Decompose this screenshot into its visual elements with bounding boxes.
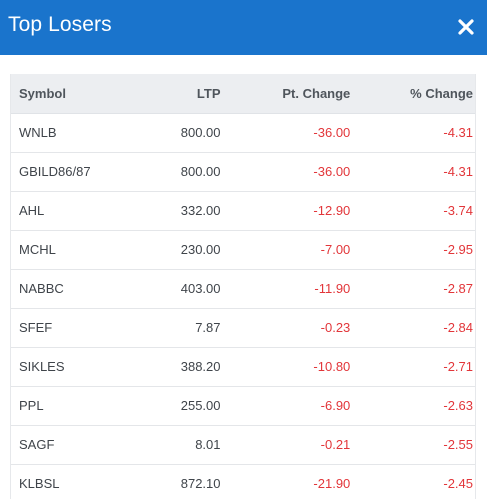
- pct-change-cell: -4.31: [350, 113, 475, 153]
- ltp-cell: 872.10: [114, 464, 221, 499]
- pt-change-cell: -36.00: [220, 152, 351, 192]
- modal-title: Top Losers: [8, 13, 112, 36]
- ltp-cell: 403.00: [114, 269, 221, 309]
- column-header-pt-change[interactable]: Pt. Change: [220, 74, 351, 114]
- pt-change-cell: -6.90: [220, 386, 351, 426]
- symbol-cell[interactable]: MCHL: [11, 230, 115, 270]
- pct-change-cell: -2.55: [350, 425, 475, 465]
- pt-change-cell: -11.90: [220, 269, 351, 309]
- symbol-cell[interactable]: NABBC: [11, 269, 115, 309]
- symbol-cell[interactable]: KLBSL: [11, 464, 115, 499]
- pct-change-cell: -3.74: [350, 191, 475, 231]
- pt-change-cell: -36.00: [220, 113, 351, 153]
- ltp-cell: 800.00: [114, 113, 221, 153]
- ltp-cell: 230.00: [114, 230, 221, 270]
- symbol-cell[interactable]: AHL: [11, 191, 115, 231]
- pct-change-cell: -2.71: [350, 347, 475, 387]
- symbol-cell[interactable]: PPL: [11, 386, 115, 426]
- pt-change-cell: -0.23: [220, 308, 351, 348]
- table-row[interactable]: SAGF 8.01 -0.21 -2.55: [11, 425, 475, 465]
- pct-change-cell: -4.31: [350, 152, 475, 192]
- pct-change-cell: -2.63: [350, 386, 475, 426]
- pct-change-cell: -2.87: [350, 269, 475, 309]
- table-row[interactable]: PPL 255.00 -6.90 -2.63: [11, 386, 475, 426]
- ltp-cell: 388.20: [114, 347, 221, 387]
- pt-change-cell: -7.00: [220, 230, 351, 270]
- symbol-cell[interactable]: SFEF: [11, 308, 115, 348]
- table-row[interactable]: KLBSL 872.10 -21.90 -2.45: [11, 464, 475, 499]
- ltp-cell: 7.87: [114, 308, 221, 348]
- ltp-cell: 332.00: [114, 191, 221, 231]
- table-row[interactable]: GBILD86/87 800.00 -36.00 -4.31: [11, 152, 475, 192]
- symbol-cell[interactable]: SAGF: [11, 425, 115, 465]
- table-header-row: Symbol LTP Pt. Change % Change: [11, 74, 475, 114]
- losers-table-container: Symbol LTP Pt. Change % Change WNLB 800.0…: [10, 74, 476, 499]
- ltp-cell: 800.00: [114, 152, 221, 192]
- column-header-pct-change[interactable]: % Change: [350, 74, 475, 114]
- table-row[interactable]: WNLB 800.00 -36.00 -4.31: [11, 113, 475, 153]
- ltp-cell: 8.01: [114, 425, 221, 465]
- pt-change-cell: -21.90: [220, 464, 351, 499]
- pt-change-cell: -12.90: [220, 191, 351, 231]
- table-row[interactable]: SFEF 7.87 -0.23 -2.84: [11, 308, 475, 348]
- table-row[interactable]: SIKLES 388.20 -10.80 -2.71: [11, 347, 475, 387]
- close-icon[interactable]: [457, 18, 475, 36]
- ltp-cell: 255.00: [114, 386, 221, 426]
- losers-table: Symbol LTP Pt. Change % Change WNLB 800.0…: [11, 74, 475, 499]
- column-header-symbol[interactable]: Symbol: [11, 74, 115, 114]
- pct-change-cell: -2.95: [350, 230, 475, 270]
- table-row[interactable]: MCHL 230.00 -7.00 -2.95: [11, 230, 475, 270]
- modal-header: Top Losers: [0, 0, 487, 55]
- symbol-cell[interactable]: SIKLES: [11, 347, 115, 387]
- pct-change-cell: -2.84: [350, 308, 475, 348]
- symbol-cell[interactable]: GBILD86/87: [11, 152, 115, 192]
- column-header-ltp[interactable]: LTP: [114, 74, 221, 114]
- symbol-cell[interactable]: WNLB: [11, 113, 115, 153]
- pct-change-cell: -2.45: [350, 464, 475, 499]
- pt-change-cell: -10.80: [220, 347, 351, 387]
- table-row[interactable]: NABBC 403.00 -11.90 -2.87: [11, 269, 475, 309]
- table-row[interactable]: AHL 332.00 -12.90 -3.74: [11, 191, 475, 231]
- pt-change-cell: -0.21: [220, 425, 351, 465]
